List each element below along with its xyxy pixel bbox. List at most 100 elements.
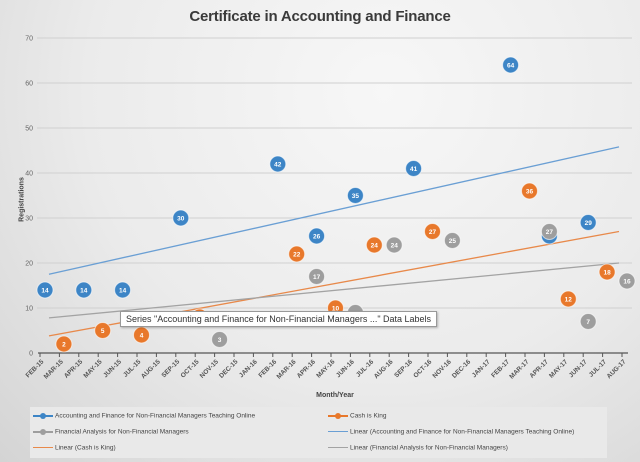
legend-swatch-icon xyxy=(33,427,53,437)
x-tick-label: NOV-16 xyxy=(432,358,454,380)
x-axis-title: Month/Year xyxy=(316,392,354,399)
data-label: 10 xyxy=(332,305,340,312)
x-tick-label: DEC-15 xyxy=(218,358,240,380)
legend-item-cash-is-king[interactable]: Cash is King xyxy=(328,411,387,421)
data-point[interactable]: 27 xyxy=(424,223,441,240)
y-tick-label: 10 xyxy=(25,306,33,313)
data-point[interactable]: 36 xyxy=(521,182,538,200)
data-label: 27 xyxy=(429,229,437,236)
data-point[interactable]: 64 xyxy=(502,56,520,74)
data-label: 26 xyxy=(313,233,321,240)
data-point[interactable]: 14 xyxy=(114,281,132,299)
x-tick-label: JUN-15 xyxy=(102,358,123,379)
x-tick-label: APR-15 xyxy=(63,358,85,380)
data-label: 35 xyxy=(352,193,360,200)
data-point[interactable]: 41 xyxy=(405,160,423,177)
x-tick-label: OCT-15 xyxy=(180,358,201,379)
data-point[interactable]: 17 xyxy=(308,268,326,285)
data-point[interactable]: 4 xyxy=(133,326,150,344)
data-label: 41 xyxy=(410,166,418,173)
data-label: 17 xyxy=(313,274,321,281)
x-tick-label: APR-16 xyxy=(296,358,318,380)
data-point[interactable]: 16 xyxy=(618,272,636,290)
x-tick-label: MAR-17 xyxy=(508,358,530,380)
trendline xyxy=(48,146,620,275)
data-label: 12 xyxy=(565,296,573,303)
data-label: 22 xyxy=(293,251,301,258)
plot-area[interactable]: 0 10 20 30 40 50 60 70 FEB-15MAR-15APR-15MAY-15… xyxy=(0,0,640,400)
data-point[interactable]: 42 xyxy=(269,155,287,173)
x-tick-label: JUN-17 xyxy=(568,358,589,379)
y-tick-label: 70 xyxy=(25,36,33,43)
x-tick-label: DEC-16 xyxy=(451,358,473,380)
x-tick-label: AUG-16 xyxy=(373,358,395,380)
data-point[interactable]: 30 xyxy=(172,209,190,227)
data-label: 42 xyxy=(274,161,282,168)
data-point[interactable]: 14 xyxy=(75,281,93,299)
y-tick-label: 30 xyxy=(25,216,33,223)
data-label: 14 xyxy=(80,287,88,294)
data-point[interactable]: 7 xyxy=(579,313,597,330)
legend-item-linear-accounting[interactable]: Linear (Accounting and Finance for Non-F… xyxy=(328,427,574,437)
data-point[interactable]: 2 xyxy=(55,335,73,353)
y-tick-label: 20 xyxy=(25,261,33,268)
data-point[interactable]: 24 xyxy=(385,236,403,254)
y-axis-ticks: 0 10 20 30 40 50 60 70 xyxy=(25,36,33,358)
x-tick-label: MAR-15 xyxy=(43,358,65,380)
legend-item-financial-analysis[interactable]: Financial Analysis for Non-Financial Man… xyxy=(33,427,189,437)
legend-swatch-icon xyxy=(328,427,348,437)
data-label: 25 xyxy=(449,238,457,245)
data-label: 24 xyxy=(391,242,399,249)
y-axis-title: Registrations xyxy=(18,177,26,222)
x-tick-label: JUN-16 xyxy=(335,358,356,379)
x-tick-label: APR-17 xyxy=(529,358,551,380)
data-label: 3 xyxy=(218,337,222,344)
data-label: 27 xyxy=(546,229,554,236)
data-labels-tooltip: Series "Accounting and Finance for Non-F… xyxy=(120,311,438,327)
data-label: 14 xyxy=(119,287,127,294)
chart-title: Certificate in Accounting and Finance xyxy=(189,8,451,25)
data-point[interactable]: 35 xyxy=(346,187,364,204)
y-tick-label: 60 xyxy=(25,81,33,88)
x-tick-label: MAY-16 xyxy=(315,358,336,379)
x-tick-label: SEP-15 xyxy=(160,358,181,379)
data-label: 30 xyxy=(177,215,185,222)
data-label: 16 xyxy=(623,278,631,285)
data-point[interactable]: 3 xyxy=(211,331,229,348)
data-point[interactable]: 27 xyxy=(540,223,558,240)
data-point[interactable]: 25 xyxy=(443,232,461,249)
data-point[interactable]: 24 xyxy=(365,236,383,254)
data-label: 14 xyxy=(41,287,49,294)
legend-item-linear-cash[interactable]: Linear (Cash is King) xyxy=(33,443,116,453)
legend-item-accounting-online[interactable]: Accounting and Finance for Non-Financial… xyxy=(33,411,255,421)
data-label: 24 xyxy=(371,242,379,249)
gridlines xyxy=(37,37,632,309)
y-tick-label: 40 xyxy=(25,171,33,178)
legend-item-linear-financial[interactable]: Linear (Financial Analysis for Non-Finan… xyxy=(328,443,508,453)
x-tick-label: MAY-15 xyxy=(82,358,103,379)
data-point[interactable]: 26 xyxy=(308,227,326,245)
data-points[interactable]: 1414143042263541642629254221024273612183… xyxy=(36,56,636,353)
x-tick-label: JAN-17 xyxy=(471,358,492,379)
data-label: 4 xyxy=(140,332,144,339)
data-point[interactable]: 22 xyxy=(288,245,306,263)
data-label: 5 xyxy=(101,328,105,335)
data-point[interactable]: 12 xyxy=(559,290,577,308)
x-tick-label: OCT-16 xyxy=(412,358,433,379)
legend-swatch-icon xyxy=(328,411,348,421)
data-point[interactable]: 29 xyxy=(579,214,597,231)
x-tick-label: MAR-16 xyxy=(276,358,298,380)
data-label: 36 xyxy=(526,188,534,195)
data-point[interactable]: 18 xyxy=(598,263,616,281)
data-point[interactable]: 14 xyxy=(36,281,54,299)
legend-swatch-icon xyxy=(33,411,53,421)
legend[interactable]: Accounting and Finance for Non-Financial… xyxy=(30,407,607,458)
x-tick-label: AUG-15 xyxy=(140,358,162,380)
data-point[interactable]: 5 xyxy=(94,322,112,339)
data-label: 18 xyxy=(603,269,611,276)
y-tick-label: 50 xyxy=(25,126,33,133)
x-tick-label: JAN-16 xyxy=(238,358,259,379)
x-tick-label: SEP-16 xyxy=(393,358,414,379)
data-label: 29 xyxy=(585,220,593,227)
